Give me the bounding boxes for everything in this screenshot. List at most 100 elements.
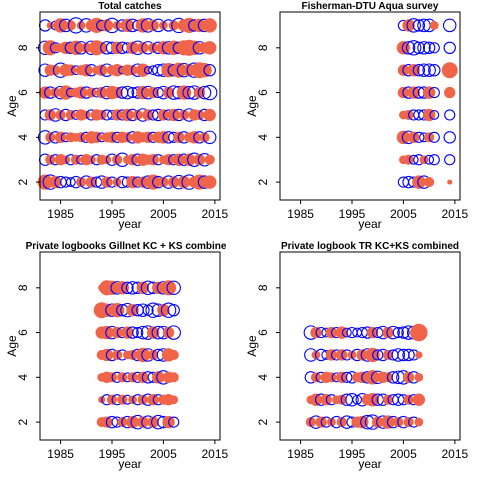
- negative-residual-bubble: [126, 326, 139, 339]
- x-tick-label: 1995: [99, 447, 126, 461]
- y-tick-label: 6: [256, 329, 270, 336]
- negative-residual-bubble: [202, 84, 218, 101]
- x-axis-label: year: [118, 217, 141, 231]
- positive-residual-bubble: [120, 18, 135, 33]
- positive-residual-bubble: [46, 21, 54, 30]
- positive-residual-bubble: [126, 415, 139, 429]
- positive-residual-bubble: [136, 281, 150, 295]
- positive-residual-bubble: [137, 176, 149, 188]
- negative-residual-bubble: [444, 154, 456, 166]
- positive-residual-bubble: [147, 416, 159, 428]
- negative-residual-bubble: [65, 177, 76, 188]
- negative-residual-bubble: [406, 40, 422, 56]
- plot-frame: [39, 251, 221, 441]
- plot-frame: [39, 11, 221, 201]
- positive-residual-bubble: [162, 86, 175, 99]
- positive-residual-bubble: [136, 85, 150, 100]
- negative-residual-bubble: [166, 325, 181, 340]
- panel-title: Total catches: [98, 1, 162, 12]
- y-tick-label: 8: [16, 284, 30, 291]
- negative-residual-bubble: [429, 110, 440, 120]
- panel-fisherman-survey: Fisherman-DTU Aqua survey 1985 1995 2005 20…: [245, 1, 469, 231]
- negative-residual-bubble: [401, 41, 416, 55]
- x-tick-label: 2005: [390, 207, 417, 221]
- negative-residual-bubble: [428, 154, 440, 166]
- positive-residual-bubble: [429, 21, 439, 30]
- positive-residual-bubble: [422, 108, 436, 122]
- positive-residual-bubble: [203, 175, 217, 189]
- positive-residual-bubble: [412, 175, 426, 189]
- positive-residual-bubble: [100, 325, 114, 340]
- negative-residual-bubble: [428, 131, 440, 143]
- negative-residual-bubble: [428, 63, 441, 77]
- positive-residual-bubble: [127, 65, 138, 76]
- negative-residual-bubble: [402, 348, 415, 362]
- positive-residual-bubble: [112, 154, 123, 165]
- positive-residual-bubble: [58, 85, 73, 100]
- positive-residual-bubble: [414, 372, 424, 382]
- y-tick-label: 8: [256, 44, 270, 51]
- negative-residual-bubble: [428, 86, 440, 99]
- negative-residual-bubble: [412, 19, 426, 32]
- positive-residual-bubble: [192, 18, 207, 33]
- x-tick-label: 2015: [202, 447, 229, 461]
- negative-residual-bubble: [341, 371, 353, 383]
- negative-residual-bubble: [372, 349, 384, 361]
- positive-residual-bubble: [137, 416, 149, 428]
- positive-residual-bubble: [100, 303, 114, 317]
- negative-residual-bubble: [391, 348, 406, 362]
- positive-residual-bubble: [50, 65, 61, 76]
- negative-residual-bubble: [422, 63, 436, 77]
- y-tick-label: 6: [16, 89, 30, 96]
- positive-residual-bubble: [403, 154, 414, 165]
- positive-residual-bubble: [199, 132, 210, 143]
- positive-residual-bubble: [96, 42, 108, 54]
- positive-residual-bubble: [117, 372, 128, 383]
- positive-residual-bubble: [168, 372, 179, 383]
- y-axis-label: Age: [245, 335, 259, 357]
- positive-residual-bubble: [53, 18, 68, 33]
- x-axis-label: year: [358, 217, 381, 231]
- positive-residual-bubble: [414, 417, 424, 427]
- positive-residual-bubble: [76, 21, 86, 30]
- positive-residual-bubble: [335, 326, 348, 339]
- negative-residual-bubble: [166, 280, 181, 296]
- positive-residual-bubble: [37, 174, 53, 190]
- negative-residual-bubble: [412, 63, 426, 77]
- positive-residual-bubble: [444, 86, 456, 99]
- positive-residual-bubble: [365, 370, 380, 385]
- positive-residual-bubble: [156, 41, 171, 55]
- positive-residual-bubble: [110, 63, 124, 77]
- positive-residual-bubble: [158, 177, 169, 188]
- positive-residual-bubble: [160, 280, 177, 296]
- panel-total-catches: Total catches 1985 1995 2005 2015 2 4 6 8 year Ag…: [5, 1, 229, 231]
- y-tick-label: 2: [16, 178, 30, 185]
- negative-residual-bubble: [341, 327, 352, 338]
- positive-residual-bubble: [96, 86, 108, 99]
- panel-title: Fisherman-DTU Aqua survey: [302, 1, 439, 12]
- positive-residual-bubble: [372, 416, 384, 428]
- negative-residual-bubble: [202, 130, 217, 145]
- positive-residual-bubble: [100, 19, 114, 32]
- negative-residual-bubble: [406, 18, 421, 33]
- positive-residual-bubble: [415, 351, 423, 359]
- positive-residual-bubble: [402, 19, 415, 32]
- positive-residual-bubble: [44, 109, 56, 121]
- x-tick-label: 1985: [287, 207, 314, 221]
- x-tick-label: 2005: [390, 447, 417, 461]
- y-tick-label: 2: [16, 418, 30, 425]
- positive-residual-bubble: [68, 40, 84, 55]
- negative-residual-bubble: [443, 131, 456, 144]
- negative-residual-bubble: [412, 41, 426, 55]
- positive-residual-bubble: [410, 323, 428, 342]
- bubbles-layer: [93, 280, 181, 430]
- positive-residual-bubble: [90, 131, 103, 143]
- negative-residual-bubble: [121, 281, 134, 295]
- x-tick-label: 1995: [339, 207, 366, 221]
- positive-residual-bubble: [419, 155, 429, 165]
- negative-residual-bubble: [120, 85, 135, 100]
- panel-title: Private logbooks Gillnet KC + KS combine: [26, 241, 227, 252]
- y-tick-label: 6: [256, 89, 270, 96]
- negative-residual-bubble: [352, 394, 363, 405]
